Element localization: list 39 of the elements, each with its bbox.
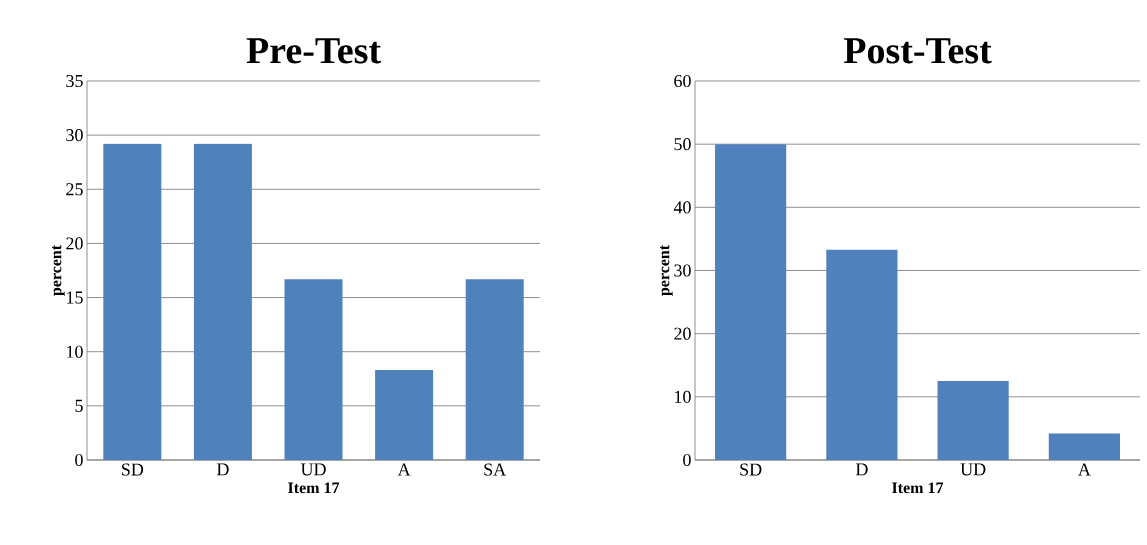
y-tick-label: 60 — [674, 74, 691, 88]
x-tick-label: SA — [484, 463, 507, 476]
y-tick-label: 0 — [75, 453, 83, 467]
bar — [375, 370, 434, 460]
x-tick-label: UD — [960, 463, 986, 476]
x-tick-label: UD — [300, 463, 326, 476]
y-tick-label: 10 — [67, 345, 83, 358]
y-tick-label: 50 — [674, 138, 691, 151]
y-tick-label: 15 — [67, 291, 83, 304]
bar — [715, 144, 787, 460]
x-tick-label: A — [397, 463, 411, 476]
bar — [1048, 433, 1120, 460]
bar — [465, 279, 524, 460]
x-tick-label: D — [855, 463, 868, 476]
x-axis-title: Item 17 — [288, 482, 340, 494]
y-tick-label: 20 — [674, 327, 691, 340]
y-tick-label: 30 — [66, 129, 83, 142]
y-tick-label: 10 — [675, 390, 691, 403]
bar — [826, 249, 898, 460]
y-tick-label: 25 — [66, 183, 83, 196]
y-tick-label: 5 — [75, 399, 83, 412]
y-tick-label: 0 — [683, 453, 691, 467]
bar — [284, 279, 343, 460]
bar — [937, 381, 1009, 460]
x-tick-label: D — [216, 463, 229, 476]
y-axis-title: percent — [660, 244, 673, 296]
chart-title: Post-Test — [843, 38, 992, 64]
x-axis-title: Item 17 — [892, 482, 944, 494]
y-tick-label: 35 — [66, 74, 83, 88]
x-tick-label: SD — [122, 463, 144, 476]
y-tick-label: 40 — [673, 201, 691, 214]
x-tick-label: SD — [740, 463, 762, 476]
chart-title: Pre-Test — [246, 38, 381, 64]
y-axis-title: percent — [52, 244, 65, 296]
bar — [103, 143, 162, 460]
bar — [193, 143, 252, 460]
x-tick-label: A — [1078, 463, 1091, 476]
y-tick-label: 20 — [66, 237, 83, 250]
y-tick-label: 30 — [674, 264, 691, 277]
